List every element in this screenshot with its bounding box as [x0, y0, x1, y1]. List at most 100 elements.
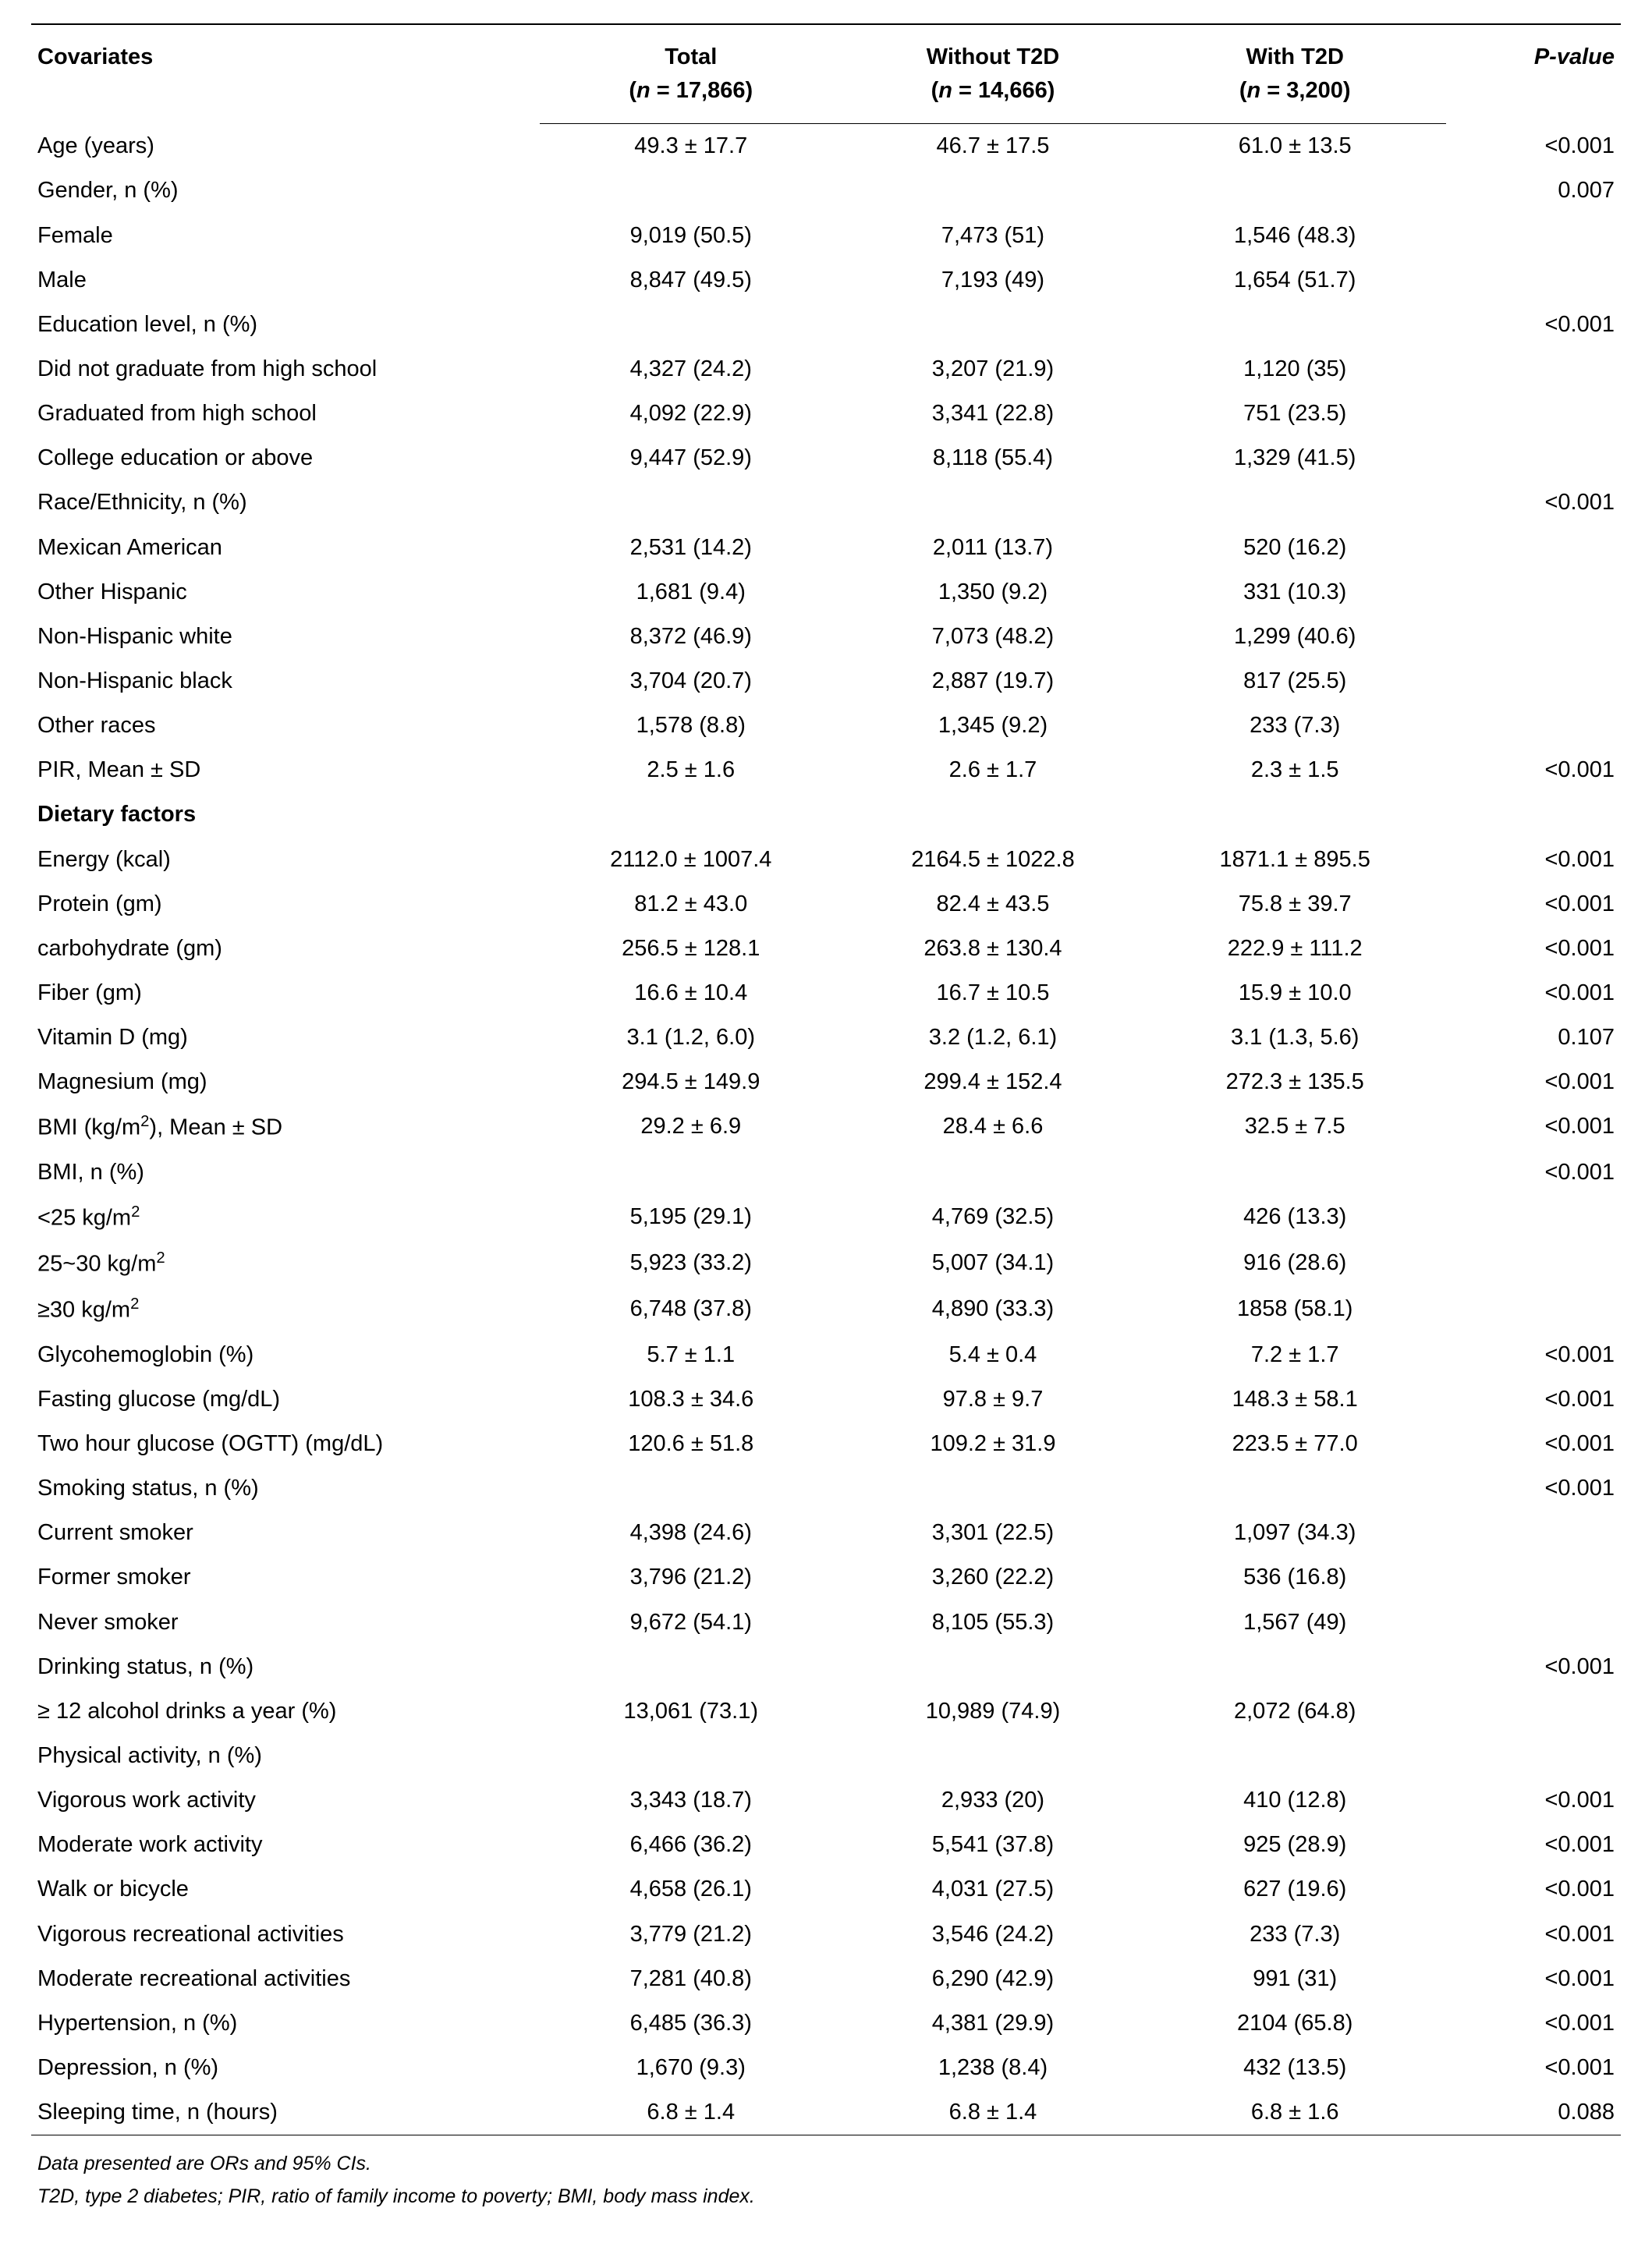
table-row: Vigorous recreational activities3,779 (2…	[31, 1912, 1621, 1957]
cell-without: 2.6 ± 1.7	[842, 748, 1143, 792]
table-row: BMI, n (%)<0.001	[31, 1150, 1621, 1195]
table-row: Mexican American2,531 (14.2)2,011 (13.7)…	[31, 526, 1621, 570]
cell-with: 817 (25.5)	[1144, 659, 1446, 704]
cell-pvalue: <0.001	[1446, 1104, 1621, 1150]
cell-total: 256.5 ± 128.1	[540, 927, 842, 971]
cell-pvalue: <0.001	[1446, 1466, 1621, 1511]
row-label: Vigorous recreational activities	[31, 1912, 540, 1957]
table-row: PIR, Mean ± SD2.5 ± 1.62.6 ± 1.72.3 ± 1.…	[31, 748, 1621, 792]
cell-with	[1144, 1645, 1446, 1689]
cell-without: 46.7 ± 17.5	[842, 124, 1143, 169]
cell-pvalue: <0.001	[1446, 1823, 1621, 1867]
cell-total: 6,485 (36.3)	[540, 2001, 842, 2046]
table-row: Race/Ethnicity, n (%)<0.001	[31, 480, 1621, 525]
cell-pvalue: <0.001	[1446, 1912, 1621, 1957]
cell-total: 49.3 ± 17.7	[540, 124, 842, 169]
cell-pvalue: <0.001	[1446, 2046, 1621, 2090]
cell-pvalue	[1446, 1555, 1621, 1600]
header-total-line1: Total	[540, 24, 842, 76]
cell-total: 3,343 (18.7)	[540, 1778, 842, 1823]
cell-total: 3,779 (21.2)	[540, 1912, 842, 1957]
row-label: PIR, Mean ± SD	[31, 748, 540, 792]
cell-with: 627 (19.6)	[1144, 1867, 1446, 1912]
table-row: Gender, n (%)0.007	[31, 168, 1621, 213]
cell-total: 1,670 (9.3)	[540, 2046, 842, 2090]
cell-pvalue	[1446, 1600, 1621, 1645]
cell-pvalue	[1446, 526, 1621, 570]
cell-pvalue	[1446, 1689, 1621, 1734]
table-row: Moderate work activity6,466 (36.2)5,541 …	[31, 1823, 1621, 1867]
cell-with	[1144, 168, 1446, 213]
row-label: Two hour glucose (OGTT) (mg/dL)	[31, 1422, 540, 1466]
cell-total: 2,531 (14.2)	[540, 526, 842, 570]
row-label: Dietary factors	[31, 792, 540, 837]
cell-without: 7,473 (51)	[842, 214, 1143, 258]
table-row: Fasting glucose (mg/dL)108.3 ± 34.697.8 …	[31, 1377, 1621, 1422]
cell-without: 4,381 (29.9)	[842, 2001, 1143, 2046]
row-label: Moderate recreational activities	[31, 1957, 540, 2001]
table-row: College education or above9,447 (52.9)8,…	[31, 436, 1621, 480]
cell-without: 8,105 (55.3)	[842, 1600, 1143, 1645]
cell-without: 4,031 (27.5)	[842, 1867, 1143, 1912]
cell-without: 3,546 (24.2)	[842, 1912, 1143, 1957]
table-row: Moderate recreational activities7,281 (4…	[31, 1957, 1621, 2001]
cell-total	[540, 168, 842, 213]
header-covariates: Covariates	[31, 24, 540, 124]
header-without-line1: Without T2D	[842, 24, 1143, 76]
table-row: Graduated from high school4,092 (22.9)3,…	[31, 392, 1621, 436]
cell-without: 16.7 ± 10.5	[842, 971, 1143, 1015]
cell-with: 2.3 ± 1.5	[1144, 748, 1446, 792]
row-label: Did not graduate from high school	[31, 347, 540, 392]
cell-total: 7,281 (40.8)	[540, 1957, 842, 2001]
cell-without: 5.4 ± 0.4	[842, 1333, 1143, 1377]
cell-without	[842, 303, 1143, 347]
cell-total: 5.7 ± 1.1	[540, 1333, 842, 1377]
cell-without	[842, 1466, 1143, 1511]
cell-without: 3,260 (22.2)	[842, 1555, 1143, 1600]
row-label: Male	[31, 258, 540, 303]
cell-without: 7,073 (48.2)	[842, 615, 1143, 659]
cell-total	[540, 1645, 842, 1689]
header-pvalue: P-value	[1446, 24, 1621, 124]
table-row: Two hour glucose (OGTT) (mg/dL)120.6 ± 5…	[31, 1422, 1621, 1466]
cell-with: 1,097 (34.3)	[1144, 1511, 1446, 1555]
cell-pvalue: <0.001	[1446, 838, 1621, 882]
cell-with	[1144, 480, 1446, 525]
cell-total: 6,466 (36.2)	[540, 1823, 842, 1867]
cell-without: 1,350 (9.2)	[842, 570, 1143, 615]
table-row: Never smoker9,672 (54.1)8,105 (55.3)1,56…	[31, 1600, 1621, 1645]
row-label: Vigorous work activity	[31, 1778, 540, 1823]
cell-with: 1,567 (49)	[1144, 1600, 1446, 1645]
cell-with: 1,120 (35)	[1144, 347, 1446, 392]
row-label: Race/Ethnicity, n (%)	[31, 480, 540, 525]
cell-total: 4,658 (26.1)	[540, 1867, 842, 1912]
cell-pvalue	[1446, 214, 1621, 258]
row-label: Protein (gm)	[31, 882, 540, 927]
row-label: Non-Hispanic black	[31, 659, 540, 704]
cell-pvalue: <0.001	[1446, 2001, 1621, 2046]
cell-with: 925 (28.9)	[1144, 1823, 1446, 1867]
cell-total: 108.3 ± 34.6	[540, 1377, 842, 1422]
cell-with: 1,329 (41.5)	[1144, 436, 1446, 480]
cell-without: 1,238 (8.4)	[842, 2046, 1143, 2090]
cell-without: 6,290 (42.9)	[842, 1957, 1143, 2001]
cell-with: 1871.1 ± 895.5	[1144, 838, 1446, 882]
row-label: Smoking status, n (%)	[31, 1466, 540, 1511]
cell-total: 1,681 (9.4)	[540, 570, 842, 615]
cell-with: 432 (13.5)	[1144, 2046, 1446, 2090]
cell-pvalue: <0.001	[1446, 1377, 1621, 1422]
cell-without	[842, 1645, 1143, 1689]
cell-with: 32.5 ± 7.5	[1144, 1104, 1446, 1150]
table-body: Age (years)49.3 ± 17.746.7 ± 17.561.0 ± …	[31, 124, 1621, 2135]
cell-total: 29.2 ± 6.9	[540, 1104, 842, 1150]
cell-total: 16.6 ± 10.4	[540, 971, 842, 1015]
row-label: Glycohemoglobin (%)	[31, 1333, 540, 1377]
cell-total: 9,019 (50.5)	[540, 214, 842, 258]
table-row: Vigorous work activity3,343 (18.7)2,933 …	[31, 1778, 1621, 1823]
cell-total: 4,327 (24.2)	[540, 347, 842, 392]
cell-total: 2112.0 ± 1007.4	[540, 838, 842, 882]
table-row: Did not graduate from high school4,327 (…	[31, 347, 1621, 392]
table-row: Education level, n (%)<0.001	[31, 303, 1621, 347]
cell-total: 3.1 (1.2, 6.0)	[540, 1015, 842, 1060]
cell-total: 5,195 (29.1)	[540, 1195, 842, 1241]
